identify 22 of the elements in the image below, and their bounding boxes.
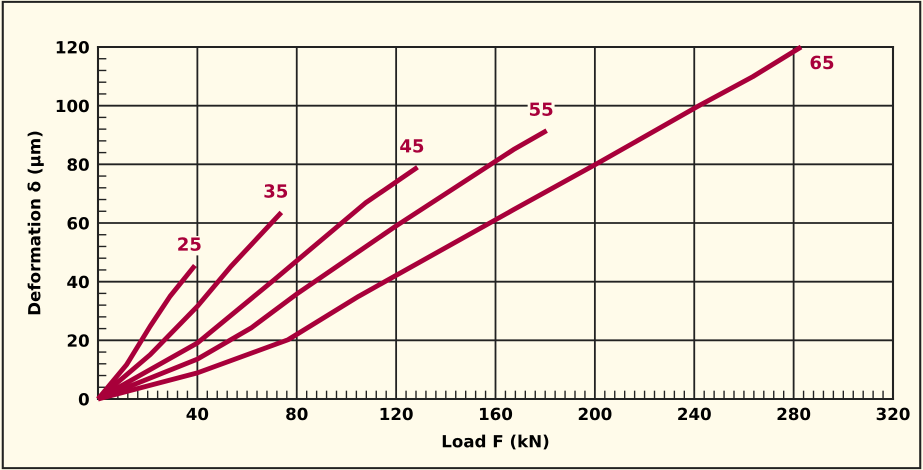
x-axis-title: Load F (kN) xyxy=(442,434,548,450)
x-tick-label: 280 xyxy=(778,408,810,420)
x-tick-label: 120 xyxy=(380,408,413,420)
x-tick-label: 320 xyxy=(876,408,910,420)
series-label: 35 xyxy=(264,184,288,198)
series-label: 55 xyxy=(530,102,552,116)
x-tick-label: 240 xyxy=(678,408,711,420)
series-label: 65 xyxy=(810,56,834,70)
x-tick-label: 40 xyxy=(186,408,208,420)
y-axis-title: Deformation δ (µm) xyxy=(27,132,44,314)
y-tick-label: 60 xyxy=(68,216,89,230)
y-tick-label: 80 xyxy=(67,158,89,171)
x-tick-label: 160 xyxy=(480,408,512,420)
series-label: 45 xyxy=(400,139,424,153)
y-tick-label: 0 xyxy=(78,392,89,406)
y-tick-label: 120 xyxy=(56,40,89,54)
x-tick-label: 200 xyxy=(578,408,612,420)
series-label: 25 xyxy=(178,237,201,251)
y-tick-label: 20 xyxy=(68,334,89,347)
y-tick-label: 100 xyxy=(56,100,89,112)
x-tick-label: 80 xyxy=(286,408,308,420)
y-tick-label: 40 xyxy=(67,276,89,288)
